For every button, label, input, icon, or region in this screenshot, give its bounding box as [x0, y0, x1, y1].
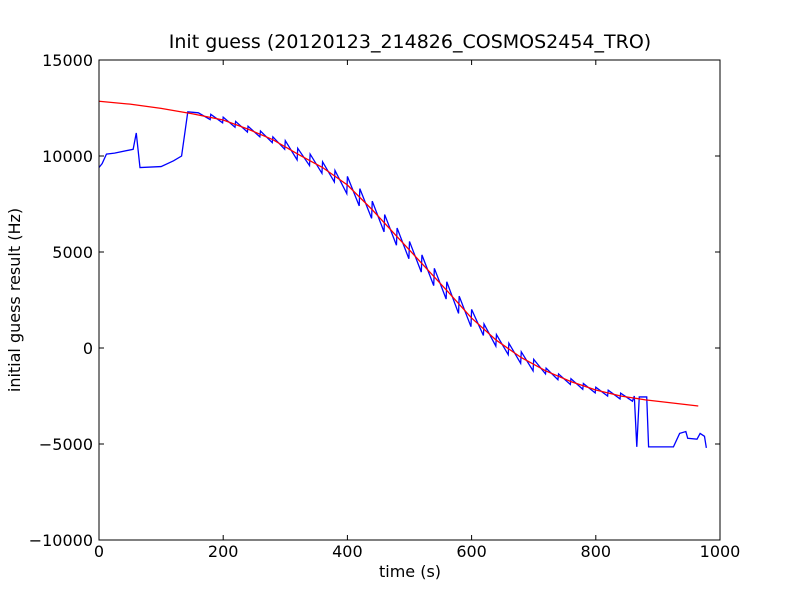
y-tick-label: 0: [83, 339, 93, 358]
y-axis-label: initial guess result (Hz): [5, 208, 24, 392]
y-tick-label: 10000: [42, 147, 93, 166]
x-tick-label: 400: [332, 542, 363, 561]
chart-title: Init guess (20120123_214826_COSMOS2454_T…: [169, 31, 651, 53]
x-tick-label: 600: [456, 542, 487, 561]
plot-lines: [99, 100, 707, 448]
x-tick-label: 0: [94, 542, 104, 561]
x-tick-label: 800: [581, 542, 612, 561]
y-tick-label: 5000: [52, 243, 93, 262]
y-tick-label: −10000: [29, 531, 93, 550]
plot-frame: [98, 59, 721, 541]
x-tick-label: 1000: [700, 542, 741, 561]
x-axis-label: time (s): [379, 562, 441, 581]
y-tick-label: 15000: [42, 51, 93, 70]
y-tick-label: −5000: [39, 435, 93, 454]
x-tick-label: 200: [208, 542, 239, 561]
data-line: [99, 100, 699, 407]
